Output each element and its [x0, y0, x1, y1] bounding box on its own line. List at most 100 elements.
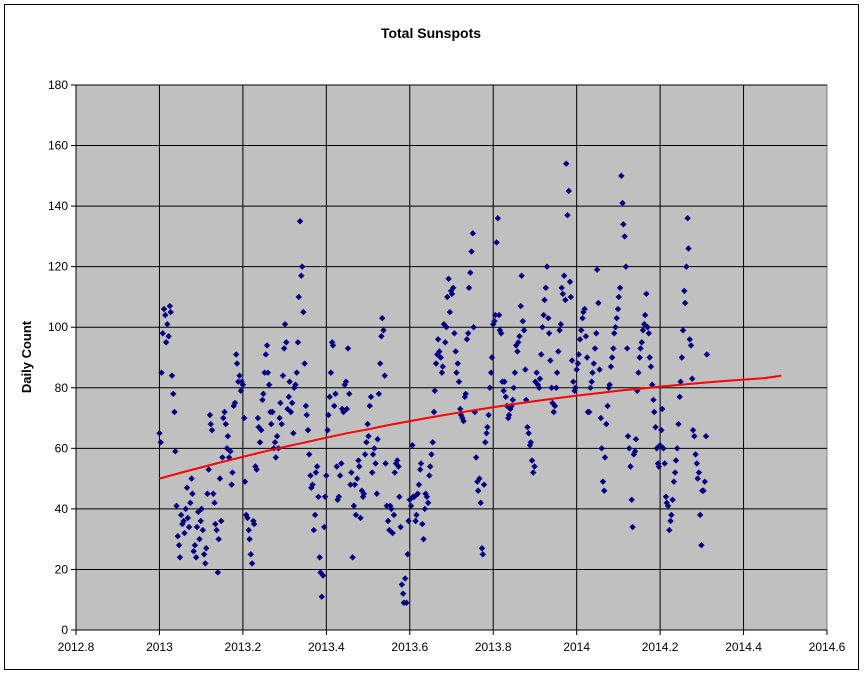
data-point — [457, 405, 464, 413]
data-point — [639, 327, 647, 334]
data-point — [321, 523, 328, 531]
data-point — [363, 439, 370, 446]
data-point — [193, 523, 201, 531]
y-tick-label: 40 — [55, 502, 69, 516]
data-point — [420, 535, 427, 543]
data-point — [292, 381, 299, 388]
data-point — [446, 308, 454, 316]
data-point — [483, 429, 490, 437]
data-point — [442, 339, 449, 346]
data-point — [173, 502, 180, 510]
data-point — [248, 560, 256, 567]
data-point — [563, 160, 570, 167]
data-point — [182, 505, 189, 513]
data-point — [467, 269, 474, 276]
data-point — [219, 454, 226, 461]
data-point — [239, 381, 247, 388]
data-point — [250, 520, 258, 528]
data-point — [573, 366, 580, 373]
data-point — [261, 369, 268, 376]
data-point — [479, 551, 486, 558]
data-point — [221, 408, 228, 416]
chart-frame: Total Sunspots 2012.8 2013 2013.2 2013.4 201… — [4, 4, 859, 670]
data-point — [241, 478, 249, 485]
data-point — [231, 399, 239, 407]
data-point — [181, 529, 188, 537]
data-point — [510, 384, 517, 391]
data-point — [170, 390, 177, 398]
data-point — [635, 369, 642, 376]
data-point — [294, 339, 302, 346]
data-point — [159, 330, 166, 337]
data-point — [484, 423, 491, 431]
data-point — [681, 299, 689, 307]
data-point — [578, 327, 585, 334]
data-point — [694, 475, 701, 482]
data-point — [253, 466, 260, 473]
data-point — [417, 460, 425, 467]
data-point — [380, 327, 387, 334]
y-tick-label: 160 — [48, 139, 68, 153]
data-point — [160, 305, 168, 313]
data-point — [542, 284, 549, 292]
data-point — [171, 408, 178, 416]
data-point — [263, 342, 271, 349]
data-point — [495, 311, 503, 319]
data-point — [356, 463, 363, 470]
data-point — [298, 272, 305, 279]
data-point — [200, 551, 208, 558]
data-point — [228, 481, 235, 488]
data-point — [470, 324, 477, 331]
data-point — [303, 411, 310, 419]
data-point — [206, 411, 214, 419]
data-point — [619, 199, 626, 207]
data-point — [383, 502, 391, 510]
data-point — [409, 442, 416, 449]
data-point — [493, 239, 500, 246]
data-point — [293, 369, 300, 376]
data-point — [689, 375, 696, 382]
data-point — [189, 490, 196, 497]
data-point — [679, 327, 687, 334]
y-tick-labels: 0 20 40 60 80 100 120 140 160 180 — [48, 78, 68, 637]
data-point — [468, 248, 475, 255]
data-point — [612, 324, 619, 331]
data-point — [596, 366, 603, 373]
data-point — [361, 451, 369, 458]
data-point — [658, 405, 666, 413]
data-point — [595, 299, 602, 307]
data-point — [559, 290, 567, 298]
x-tick-label: 2014.6 — [809, 640, 846, 654]
data-point — [279, 372, 287, 379]
data-point — [564, 211, 571, 219]
data-point — [375, 390, 383, 398]
data-point — [344, 345, 352, 352]
data-point — [464, 330, 472, 337]
x-tick-labels: 2012.8 2013 2013.2 2013.4 2013.6 2013.8 2014 20… — [58, 640, 846, 654]
data-point — [190, 548, 197, 555]
data-point — [321, 493, 329, 500]
data-point — [476, 475, 483, 482]
x-tick-label: 2014.2 — [642, 640, 679, 654]
data-point — [212, 520, 219, 528]
data-point — [283, 339, 290, 346]
data-point — [198, 505, 205, 513]
data-point — [669, 496, 676, 504]
data-point — [620, 221, 627, 228]
data-point — [333, 463, 340, 470]
data-point — [695, 469, 703, 476]
data-point — [204, 490, 211, 497]
data-point — [326, 393, 333, 401]
data-point — [426, 472, 433, 479]
data-point — [379, 314, 386, 322]
data-point — [360, 490, 368, 497]
data-point — [692, 451, 699, 458]
data-point — [395, 463, 402, 470]
data-point — [278, 420, 285, 428]
data-point — [641, 311, 649, 319]
data-point — [601, 454, 609, 461]
data-point — [428, 451, 435, 458]
data-point — [643, 290, 650, 298]
y-tick-label: 0 — [61, 623, 68, 637]
data-point — [615, 293, 623, 301]
